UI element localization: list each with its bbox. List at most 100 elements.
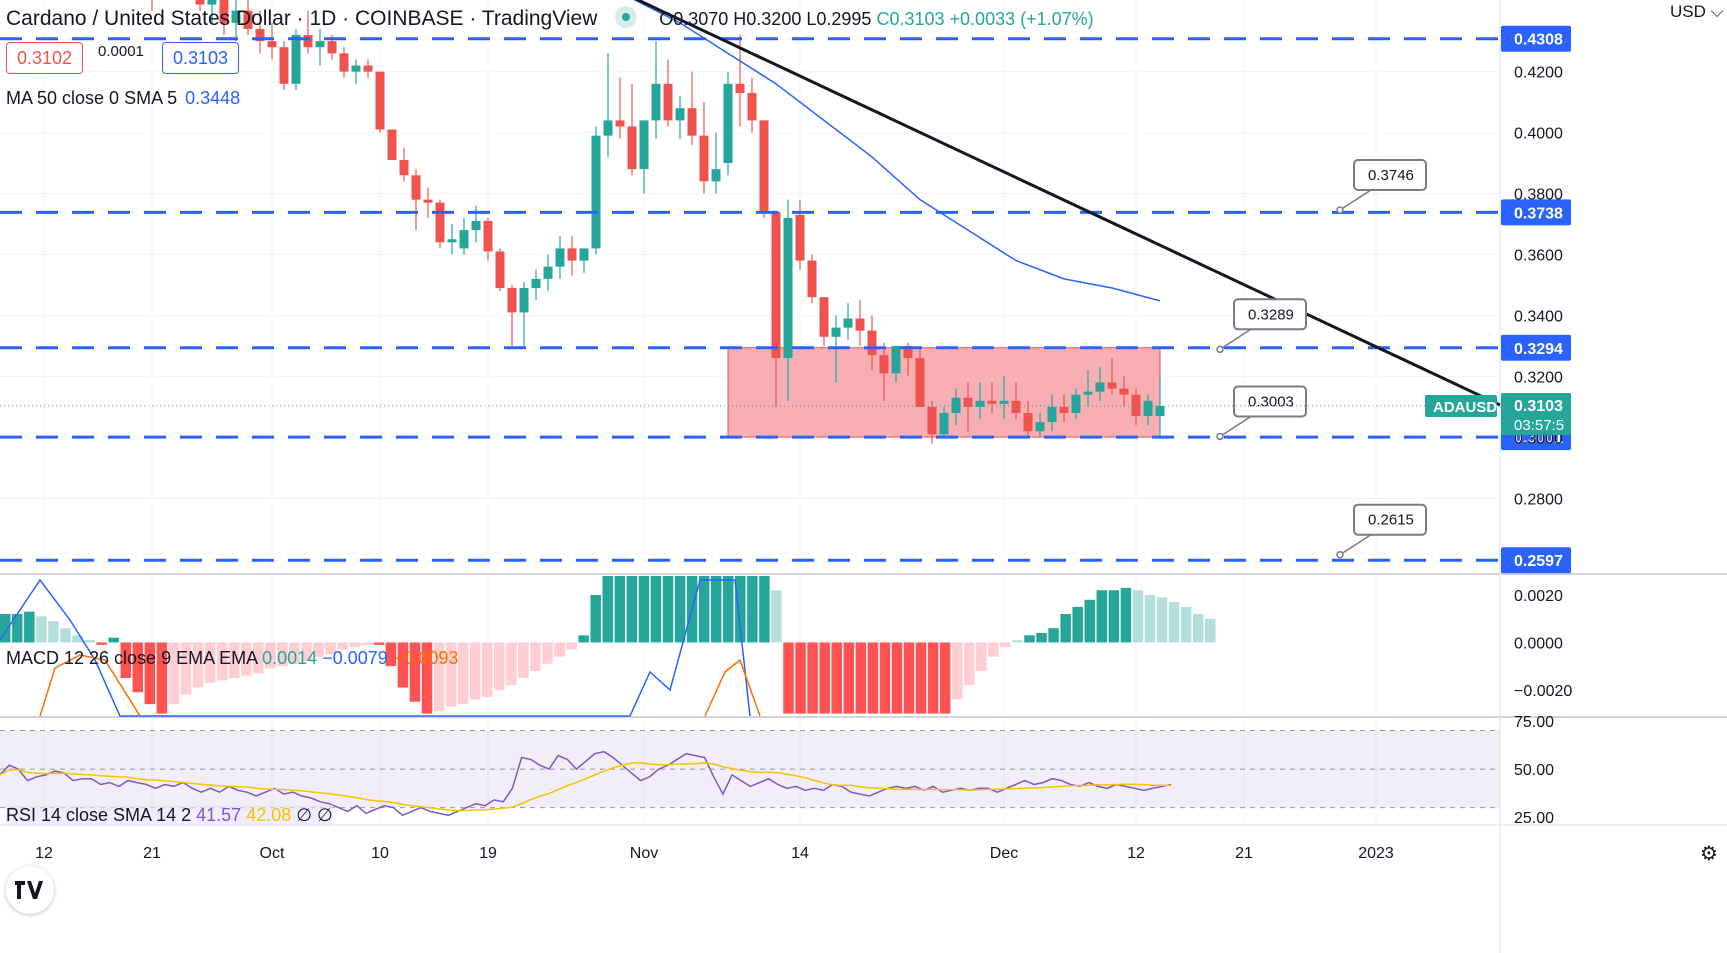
candle-body bbox=[363, 65, 373, 72]
last-price-label: 0.3103 bbox=[1514, 398, 1563, 415]
buy-button[interactable]: 0.3103 bbox=[162, 42, 240, 74]
macd-hist-bar bbox=[1132, 590, 1144, 643]
macd-hist-bar bbox=[421, 642, 433, 714]
time-axis-tick: Nov bbox=[630, 845, 658, 862]
macd-hist-bar bbox=[855, 642, 867, 714]
callout-label: 0.3289 bbox=[1248, 306, 1294, 323]
macd-hist-bar bbox=[1180, 606, 1192, 643]
macd-hist-bar bbox=[1096, 590, 1108, 643]
candle-body bbox=[615, 120, 625, 127]
candle bbox=[1119, 376, 1129, 407]
ma-legend[interactable]: MA 50 close 0 SMA 5 0.3448 bbox=[6, 88, 240, 109]
candle-body bbox=[435, 202, 445, 243]
rsi-extra-1: ∅ bbox=[296, 805, 312, 825]
macd-hist-bar bbox=[265, 642, 276, 669]
candle bbox=[795, 199, 805, 270]
tradingview-logo-icon[interactable] bbox=[6, 866, 54, 914]
candle-body bbox=[711, 169, 721, 182]
live-status-icon bbox=[615, 6, 638, 28]
candle-body bbox=[207, 0, 217, 5]
level-price-tag bbox=[1501, 199, 1571, 226]
candle bbox=[891, 345, 901, 383]
callout-label: 0.3746 bbox=[1368, 167, 1414, 184]
macd-hist-bar bbox=[1144, 594, 1156, 643]
candle-body bbox=[627, 126, 637, 170]
macd-hist-bar bbox=[662, 576, 674, 643]
candle-body bbox=[495, 251, 505, 289]
macd-hist-bar bbox=[36, 616, 47, 643]
candle bbox=[519, 281, 529, 346]
macd-legend[interactable]: MACD 12 26 close 9 EMA EMA 0.0014 −0.007… bbox=[6, 648, 458, 669]
rsi-legend[interactable]: RSI 14 close SMA 14 2 41.57 42.08 ∅ ∅ bbox=[6, 805, 333, 826]
macd-hist-bar bbox=[988, 642, 999, 657]
macd-hist-bar bbox=[373, 642, 385, 645]
macd-hist-bar bbox=[530, 642, 541, 671]
currency-selector[interactable]: USD ⌵ bbox=[1670, 2, 1724, 22]
candle bbox=[495, 248, 505, 292]
price-axis-tick: 0.4000 bbox=[1514, 126, 1563, 143]
rsi-sma-value: 42.08 bbox=[246, 805, 292, 825]
candle-body bbox=[387, 129, 397, 161]
time-axis-tick: 21 bbox=[1235, 845, 1253, 862]
macd-hist-bar bbox=[445, 642, 457, 707]
candle-body bbox=[759, 120, 769, 212]
candle bbox=[963, 382, 973, 432]
candles bbox=[151, 0, 1165, 444]
macd-hist-bar bbox=[891, 642, 903, 714]
candle-body bbox=[555, 248, 565, 267]
macd-hist-bar bbox=[216, 642, 228, 681]
candle bbox=[1035, 412, 1045, 438]
macd-hist-bar bbox=[397, 642, 409, 688]
candle-body bbox=[1095, 382, 1105, 392]
candle bbox=[723, 71, 733, 176]
rsi-axis-tick: 75.00 bbox=[1514, 714, 1554, 731]
macd-signal-line bbox=[39, 654, 141, 717]
candle bbox=[915, 345, 925, 407]
candle bbox=[1095, 367, 1105, 401]
candle bbox=[627, 83, 637, 176]
macd-hist-bar bbox=[204, 642, 216, 683]
candle bbox=[615, 77, 625, 139]
candle-body bbox=[651, 83, 661, 121]
candle bbox=[579, 248, 589, 273]
callout-label: 0.2615 bbox=[1368, 512, 1414, 529]
macd-hist-bar bbox=[710, 576, 722, 643]
candle-body bbox=[1131, 394, 1141, 417]
macd-hist-bar bbox=[60, 628, 71, 643]
gear-icon[interactable]: ⚙ bbox=[1700, 841, 1718, 865]
candle-body bbox=[483, 220, 493, 252]
callout-box bbox=[1353, 158, 1427, 191]
macd-hist-bar bbox=[807, 642, 818, 714]
macd-hist-bar bbox=[24, 611, 35, 643]
macd-hist-bar bbox=[783, 642, 794, 714]
candle bbox=[375, 71, 385, 133]
time-axis-tick: 14 bbox=[791, 845, 809, 862]
candle-body bbox=[1047, 406, 1057, 423]
candle-body bbox=[507, 288, 517, 313]
macd-hist-bar bbox=[723, 576, 734, 643]
rsi-sma-line bbox=[0, 761, 1172, 812]
macd-hist-bar bbox=[168, 642, 180, 705]
candle bbox=[531, 269, 541, 301]
price-axis-tick: 0.3800 bbox=[1514, 187, 1563, 204]
macd-hist-bar bbox=[241, 642, 252, 676]
candle bbox=[951, 388, 961, 426]
candle-body bbox=[339, 53, 349, 72]
macd-hist-bar bbox=[84, 640, 95, 643]
candle bbox=[747, 77, 757, 133]
sell-button[interactable]: 0.3102 bbox=[6, 42, 84, 74]
macd-hist-bar bbox=[1084, 599, 1095, 643]
candle-body bbox=[771, 211, 781, 359]
candle-body bbox=[891, 345, 901, 374]
candle-body bbox=[783, 217, 793, 359]
candle bbox=[387, 129, 397, 161]
macd-hist-bar bbox=[1120, 587, 1132, 643]
macd-hist-bar bbox=[1205, 618, 1216, 643]
candle-body bbox=[243, 10, 253, 29]
candle-body bbox=[195, 0, 205, 5]
rsi-line bbox=[0, 750, 1172, 817]
macd-hist-bar bbox=[951, 642, 963, 700]
candle-body bbox=[1011, 400, 1021, 413]
macd-hist-bar bbox=[289, 642, 300, 664]
